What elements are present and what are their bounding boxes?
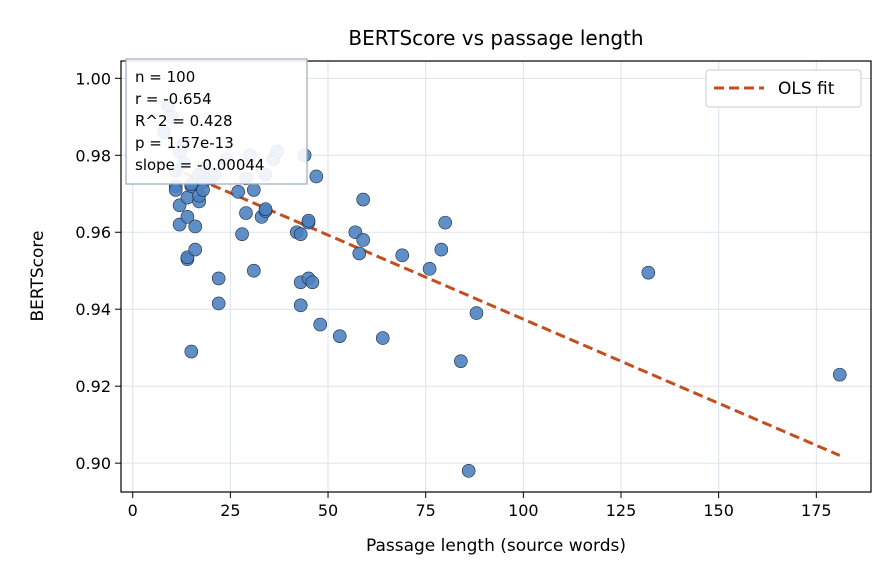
- y-tick-label: 0.98: [75, 146, 111, 165]
- data-point: [168, 183, 183, 197]
- data-point: [352, 246, 367, 261]
- data-point: [305, 275, 320, 290]
- data-point: [196, 183, 210, 197]
- data-point: [188, 242, 203, 257]
- data-point: [301, 213, 316, 228]
- data-point: [356, 233, 370, 247]
- stats-box-frame: [125, 58, 308, 185]
- data-point: [309, 169, 324, 184]
- stats-line-r2: R^2 = 0.428: [135, 112, 233, 130]
- data-point: [641, 265, 656, 280]
- data-point: [235, 227, 249, 241]
- stats-line-p: p = 1.57e-13: [135, 134, 234, 152]
- data-point: [184, 344, 199, 359]
- chart-title: BERTScore vs passage length: [348, 26, 643, 50]
- x-tick-label: 150: [703, 501, 734, 520]
- data-point: [434, 242, 449, 257]
- plot-frame: [120, 60, 872, 493]
- data-point: [258, 202, 273, 216]
- x-tick-label: 75: [416, 501, 436, 520]
- data-point: [247, 263, 261, 278]
- data-point: [375, 331, 390, 345]
- data-point: [247, 183, 261, 197]
- data-point: [293, 298, 308, 313]
- x-tick-label: 100: [508, 501, 539, 520]
- x-tick-label: 25: [220, 501, 240, 520]
- data-point: [454, 354, 468, 368]
- data-point: [231, 185, 245, 199]
- stats-box: n = 100 r = -0.654 R^2 = 0.428 p = 1.57e…: [125, 58, 308, 185]
- y-tick-label: 0.96: [75, 223, 111, 242]
- data-point: [832, 367, 847, 382]
- data-point: [422, 262, 437, 276]
- x-tick-label: 175: [801, 501, 832, 520]
- data-point: [469, 306, 484, 320]
- data-point: [188, 219, 203, 234]
- y-tick-label: 0.90: [75, 454, 111, 473]
- data-point: [180, 190, 195, 205]
- ols-fit-line: [155, 159, 841, 457]
- x-tick-label: 0: [128, 501, 138, 520]
- data-point: [211, 271, 226, 286]
- data-point: [211, 296, 226, 311]
- y-tick-label: 0.92: [75, 377, 111, 396]
- data-point: [180, 210, 195, 224]
- x-axis-label: Passage length (source words): [366, 536, 626, 556]
- legend: OLS fit: [705, 69, 862, 108]
- y-ticks: 0.90 0.92 0.94 0.96 0.98 1.00: [75, 69, 121, 473]
- stats-line-r: r = -0.654: [135, 90, 212, 108]
- stats-line-n: n = 100: [135, 68, 195, 86]
- x-tick-label: 50: [318, 501, 338, 520]
- data-point: [332, 329, 347, 343]
- legend-fit-label: OLS fit: [778, 79, 835, 99]
- x-tick-label: 125: [606, 501, 637, 520]
- data-point: [395, 248, 410, 263]
- data-point: [293, 227, 308, 241]
- y-axis-label: BERTScore: [28, 231, 48, 322]
- y-tick-label: 1.00: [75, 69, 111, 88]
- x-ticks: 0 25 50 75 100 125 150 175: [128, 492, 832, 520]
- stats-line-slope: slope = -0.00044: [135, 156, 264, 174]
- data-point: [461, 464, 476, 478]
- y-tick-label: 0.94: [75, 300, 111, 319]
- fit-line-layer: [155, 159, 841, 457]
- data-point: [313, 317, 328, 332]
- data-point: [356, 192, 370, 207]
- legend-frame: [705, 69, 862, 108]
- data-point: [239, 206, 253, 220]
- data-point: [438, 215, 453, 230]
